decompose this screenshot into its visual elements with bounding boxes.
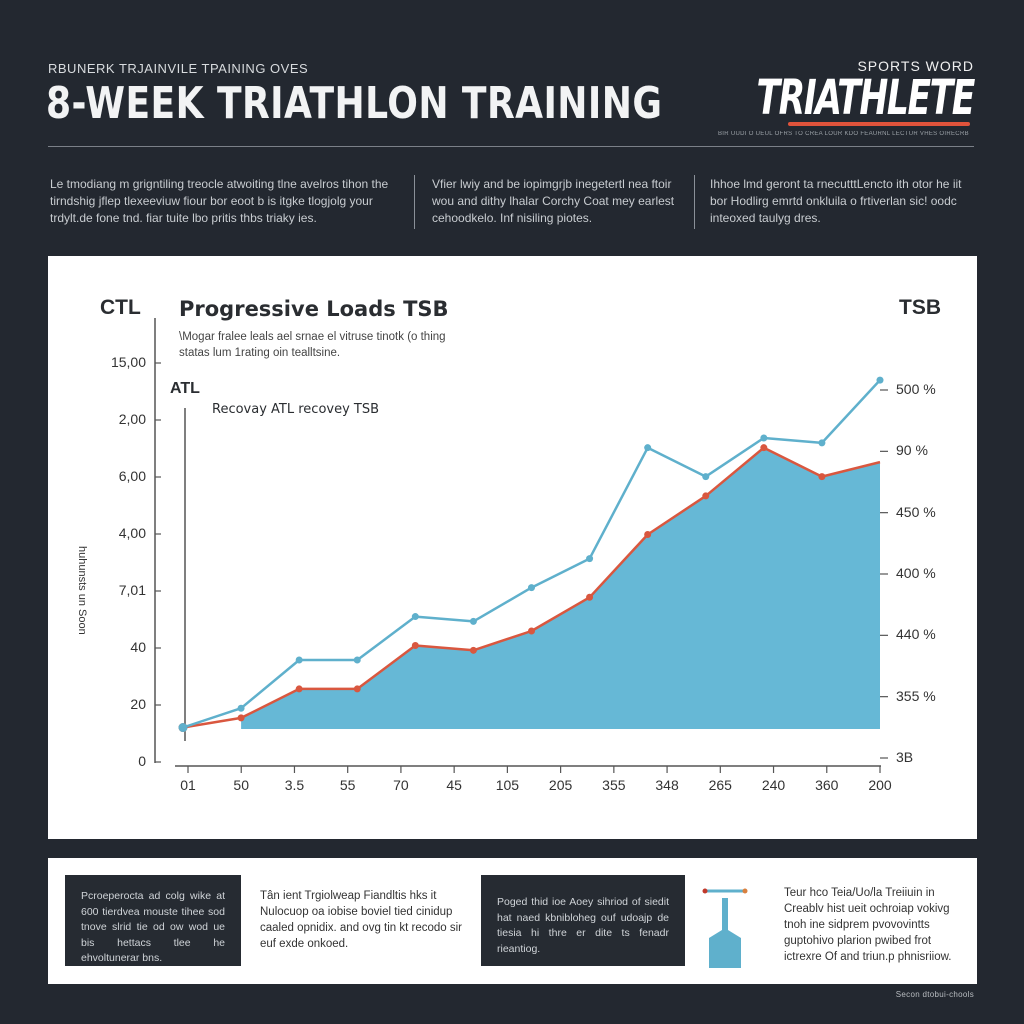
- x-tick-label: 205: [548, 777, 573, 793]
- data-point: [469, 646, 477, 654]
- data-point: [818, 473, 826, 481]
- chart-title: Progressive Loads TSB: [179, 297, 449, 321]
- x-tick-label: 348: [655, 777, 679, 793]
- header-kicker: RBUNERK TRJAINVILE TPAINING OVES: [48, 61, 309, 76]
- intro-column-3: Ihhoe lmd geront ta rnecutttLencto ith o…: [710, 177, 962, 225]
- intro-column-2: Vfier lwiy and be iopimgrjb inegetertl n…: [432, 177, 675, 225]
- data-point: [237, 714, 245, 722]
- line-chart: [154, 318, 888, 773]
- data-point: [295, 656, 303, 664]
- data-point: [237, 704, 245, 712]
- data-point: [702, 473, 710, 481]
- page-title: 8-WEEK TRIATHLON TRAINING: [46, 78, 663, 129]
- y-tick-label-left: 15,00: [110, 354, 146, 370]
- y-tick-label-right: 90 %: [896, 442, 928, 459]
- x-tick-label: 3.5: [284, 777, 305, 793]
- footer-credit: Secon dtobui-chools: [895, 990, 974, 999]
- y-tick-label-right: 355 %: [896, 687, 936, 704]
- y-tick-label-left: 40: [130, 639, 146, 655]
- data-point: [644, 444, 652, 452]
- brand-tagline: BIR UUDI O UEUL OFRS TO CREA LOUR KDO FE…: [718, 131, 969, 137]
- data-point: [586, 555, 594, 563]
- data-point: [760, 434, 768, 442]
- brand-kicker: SPORTS WORD: [857, 58, 974, 74]
- data-point: [411, 642, 419, 649]
- data-point: [528, 627, 535, 635]
- intro-column-1: Le tmodiang m grigntiling treocle atwoit…: [50, 177, 389, 225]
- brand-logo: TRIATHLETE: [756, 70, 976, 126]
- x-tick-label: 50: [233, 777, 249, 793]
- y-tick-label-right: 3B: [896, 749, 914, 765]
- header-divider: [48, 146, 974, 147]
- data-point: [353, 656, 361, 664]
- data-point: [178, 723, 188, 733]
- notes-card: Pcroeperocta ad colg wike at 600 tierdve…: [48, 858, 977, 984]
- water-bottle-icon: [702, 888, 748, 968]
- x-tick-label: 265: [708, 777, 732, 793]
- note-dark-2: Poged thid ioe Aoey sihriod of siedit ha…: [481, 875, 685, 966]
- x-tick-label: 70: [393, 777, 409, 793]
- left-axis-title: CTL: [100, 296, 141, 319]
- right-axis-title: TSB: [899, 296, 941, 319]
- atl-label: ATL: [170, 380, 200, 397]
- legend-note: Recovay ATL recovey TSB: [212, 402, 380, 417]
- note-dark-1: Pcroeperocta ad colg wike at 600 tierdve…: [65, 875, 241, 966]
- chart-subtitle: \Mogar fralee leals ael srnae el vitruse…: [179, 331, 446, 359]
- x-tick-label: 355: [602, 777, 626, 793]
- brand-underline: [788, 122, 970, 126]
- data-point: [644, 531, 652, 539]
- note-light-1: Tân ient Trgiolweap Fiandltis hks it Nul…: [260, 890, 463, 950]
- x-tick-label: 240: [761, 777, 786, 793]
- data-point: [760, 444, 768, 452]
- data-point: [876, 376, 884, 384]
- y-tick-label-left: 0: [138, 753, 146, 769]
- x-tick-label: 360: [815, 777, 839, 793]
- y-tick-label-left: 7,01: [118, 582, 146, 598]
- y-tick-label-right: 440 %: [896, 626, 936, 643]
- y-tick-label-right: 450 %: [896, 503, 936, 520]
- data-point: [295, 685, 303, 693]
- y-tick-label-right: 500 %: [896, 381, 936, 397]
- note-light-2: Teur hco Teia/Uo/la Treiiuin in Creablv …: [784, 887, 952, 963]
- data-point: [411, 613, 419, 621]
- ctl-area-fill: [241, 447, 881, 729]
- y-tick-label-left: 20: [130, 696, 146, 712]
- x-tick-label: 55: [339, 777, 356, 793]
- data-point: [818, 439, 826, 447]
- x-tick-label: 45: [446, 777, 462, 793]
- y-tick-label-right: 400 %: [896, 565, 936, 581]
- x-tick-label: 200: [868, 777, 892, 793]
- x-tick-label: 01: [180, 777, 196, 793]
- chart-card: CTL TSB Progressive Loads TSB \Mogar fra…: [48, 256, 977, 839]
- data-point: [353, 685, 361, 693]
- data-point: [469, 617, 477, 625]
- x-tick-label: 105: [495, 777, 520, 793]
- data-point: [586, 593, 594, 601]
- y-tick-label-left: 4,00: [118, 525, 146, 541]
- data-point: [528, 584, 535, 592]
- column-divider: [694, 175, 695, 229]
- y-tick-label-left: 2,00: [118, 411, 146, 427]
- y-axis-title: huhunsts un Soon: [76, 546, 88, 635]
- data-point: [702, 492, 710, 500]
- y-tick-label-left: 6,00: [118, 468, 146, 484]
- column-divider: [414, 175, 415, 229]
